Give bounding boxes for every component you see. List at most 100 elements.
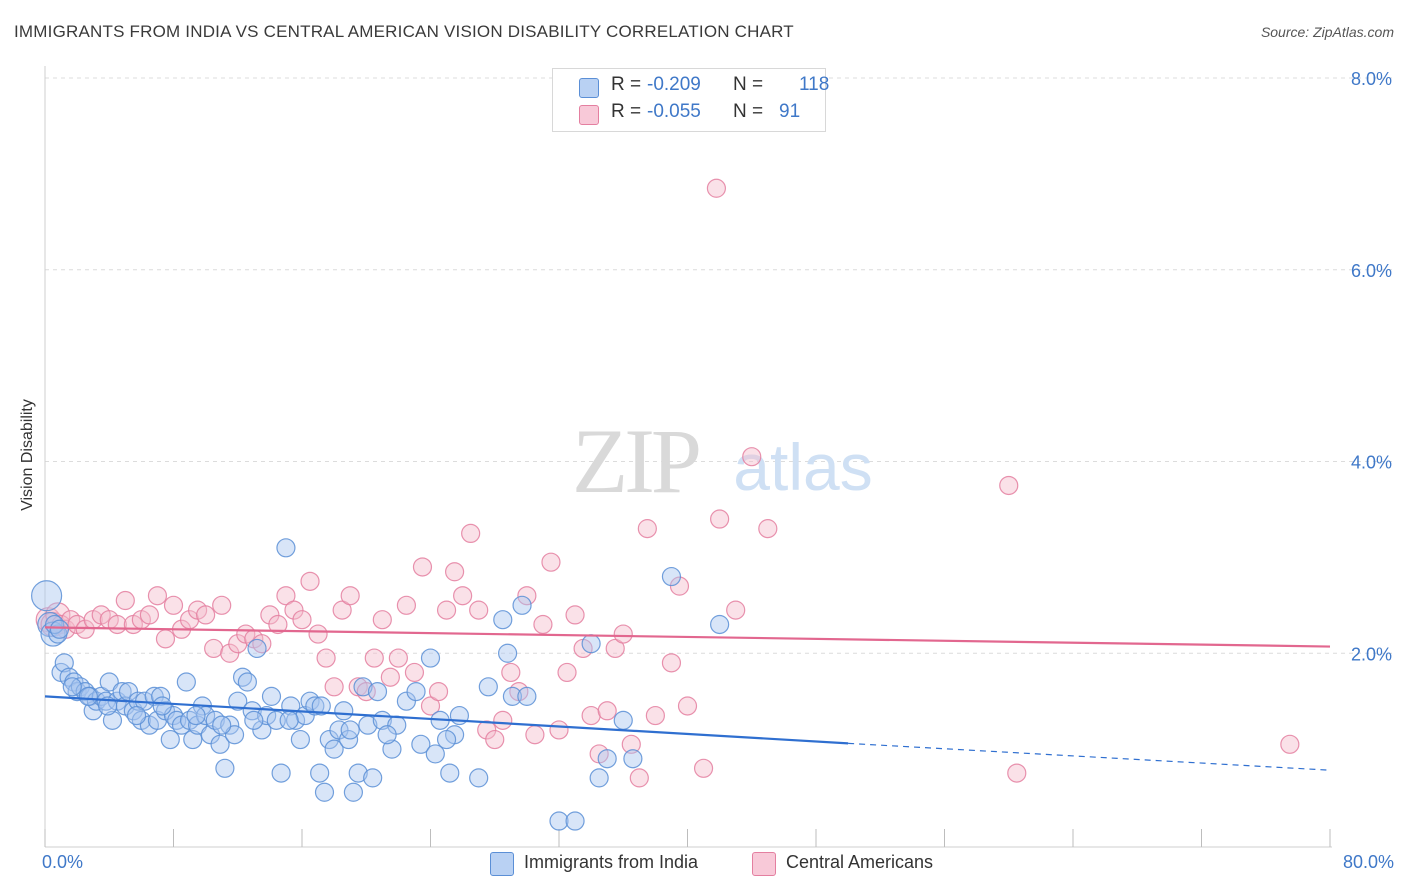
data-point [557,662,577,683]
grid-lines [45,77,1392,654]
stats-n-label: N = [733,101,764,122]
data-point [348,763,368,783]
data-point [589,768,609,788]
data-point [469,600,489,620]
data-point [155,629,176,649]
data-point [54,653,74,673]
data-point [212,715,232,735]
data-point [340,720,360,740]
data-point [478,677,498,697]
watermark-zip: ZIP [572,410,699,512]
data-point [364,648,384,668]
data-point [621,734,641,754]
data-point [212,595,232,615]
data-point [533,614,553,635]
data-point [412,557,433,577]
data-point [329,720,349,740]
data-point [404,662,425,683]
data-point [597,701,617,721]
axes [44,66,1332,848]
y-tick-label: 2.0% [1351,644,1392,664]
data-point [176,672,196,692]
data-point [311,696,331,716]
data-point [324,677,344,697]
data-point [290,729,310,750]
data-point [502,686,523,706]
data-point [380,667,400,687]
data-point [436,600,457,620]
data-point [758,519,778,539]
data-point [710,614,730,635]
data-point [220,715,240,735]
data-point [517,586,537,606]
data-point [425,744,445,764]
trend-line-india [44,695,849,745]
data-point [453,586,473,606]
data-point [549,720,569,740]
legend-label: Central Americans [786,852,934,872]
trend-line-central-americans [44,626,1331,648]
legend-swatch-blue [490,852,514,876]
data-point [710,509,730,529]
data-point [151,686,171,706]
data-point [284,600,304,620]
data-point [501,662,521,683]
data-point [126,705,147,726]
data-point [428,681,449,702]
data-point [477,720,497,740]
data-point [31,580,63,612]
data-point [308,624,328,644]
data-point [637,519,657,539]
data-point [677,696,698,716]
data-point [224,725,245,745]
data-point [367,681,388,702]
data-point [186,705,206,726]
data-point [99,672,119,692]
data-point [144,686,164,706]
data-point [292,610,312,630]
data-point [581,634,601,654]
data-point [388,648,408,668]
data-point [247,638,267,659]
data-point [999,475,1019,496]
data-point [324,739,344,759]
data-point [160,729,180,750]
trend-lines [44,626,1331,771]
data-point [693,758,714,778]
data-point [420,696,441,716]
data-point [271,763,291,783]
data-point [406,681,426,702]
data-point [645,705,665,726]
y-tick-labels: 2.0% 4.0% 6.0% 8.0% [1351,69,1392,664]
data-point [377,725,397,745]
data-point [276,538,296,558]
data-point [215,758,235,778]
data-point [261,686,282,706]
legend-swatch-pink [752,852,776,876]
data-point [343,782,363,802]
data-point [300,571,320,591]
legend: Immigrants from India Central Americans [0,850,1406,880]
data-point [613,624,633,644]
data-point [549,811,569,831]
stats-r-label: R = [611,74,642,95]
data-point [242,701,262,721]
data-point [183,729,203,750]
data-point [310,763,330,783]
data-point [252,720,272,740]
y-tick-label: 6.0% [1351,261,1392,281]
series-immigrants-from-india [31,538,730,831]
legend-label: Immigrants from India [524,852,699,872]
data-point [605,638,625,659]
data-point [493,710,513,730]
stats-swatch-pink [579,105,599,125]
data-point [372,610,392,630]
data-point [62,677,82,697]
stats-n-value: 118 [799,74,830,95]
data-point [187,715,208,735]
data-point [382,739,402,759]
data-point [204,638,224,659]
data-point [107,614,127,635]
data-point [363,768,383,788]
